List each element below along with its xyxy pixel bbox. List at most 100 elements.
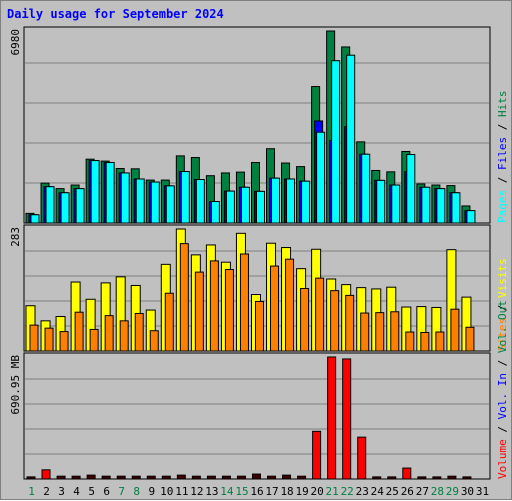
x-label-day-5: 5 [88,485,95,498]
bar-sites-day-14 [224,269,234,352]
bar-volume-day-18 [282,474,292,480]
bar-sites-day-27 [420,331,430,352]
x-label-day-27: 27 [416,485,429,498]
bar-sites-day-20 [315,277,325,352]
bar-pages-day-9 [150,181,160,224]
bar-sites-day-22 [345,294,355,352]
bar-pages-day-23 [361,153,371,224]
bar-sites-day-13 [209,260,219,352]
bar-sites-day-18 [285,258,295,352]
bar-sites-day-17 [270,265,280,352]
x-label-day-3: 3 [58,485,65,498]
bar-volume-day-14 [221,475,231,480]
legend-separator: / [496,170,509,190]
bar-sites-day-6 [104,315,114,352]
bar-volume-day-9 [146,475,156,480]
bar-volume-day-3 [56,475,66,480]
x-label-day-17: 17 [265,485,278,498]
legend-separator: / [496,117,509,137]
bar-volume-day-4 [71,475,81,480]
bar-volume-day-28 [432,476,442,480]
bar-sites-day-8 [134,312,144,352]
bar-pages-day-12 [195,179,205,224]
bar-pages-day-19 [301,180,311,224]
legend-separator: / [496,419,509,439]
bar-pages-day-7 [120,172,130,224]
bar-sites-day-7 [119,320,129,352]
chart-title: Daily usage for September 2024 [7,7,224,21]
bar-sites-day-12 [194,271,204,352]
bar-pages-day-10 [165,185,175,224]
bar-sites-day-5 [89,328,99,352]
y-max-label-hits-files-pages: 6980 [9,29,22,56]
bar-sites-day-26 [405,331,415,352]
legend-visits: Visits [496,258,509,298]
bar-volume-day-24 [372,476,382,480]
bar-volume-day-22 [342,358,352,480]
bar-sites-day-15 [239,253,249,352]
bar-volume-day-29 [447,475,457,480]
bar-sites-day-24 [375,312,385,352]
bar-pages-day-5 [90,160,100,224]
legend-pages: Pages [496,190,509,223]
x-label-day-14: 14 [220,485,234,498]
bar-sites-day-25 [390,311,400,352]
bar-sites-day-9 [149,330,159,352]
bar-volume-day-11 [176,474,186,480]
bar-sites-day-23 [360,312,370,352]
bar-volume-day-13 [206,475,216,480]
x-label-day-1: 1 [28,485,35,498]
legend-files: Files [496,137,509,170]
bar-pages-day-1 [30,214,40,224]
bar-pages-day-11 [180,171,190,224]
legend-vol-out: Vol. Out [496,300,509,353]
bar-volume-day-26 [402,467,412,480]
bar-pages-day-30 [466,210,476,224]
bar-sites-day-2 [44,327,54,352]
bar-pages-day-13 [210,201,220,224]
bar-sites-day-21 [330,290,340,352]
x-label-day-12: 12 [190,485,203,498]
x-label-day-29: 29 [446,485,459,498]
bar-volume-day-16 [251,473,261,480]
bar-volume-day-12 [191,475,201,480]
bar-sites-day-4 [74,311,84,352]
bar-sites-day-10 [164,292,174,352]
bar-volume-day-25 [387,476,397,480]
x-label-day-16: 16 [250,485,263,498]
x-label-day-25: 25 [386,485,399,498]
x-label-day-11: 11 [175,485,188,498]
bar-volume-day-17 [267,475,277,480]
bar-volume-day-27 [417,476,427,480]
bar-pages-day-21 [331,60,341,224]
x-label-day-9: 9 [148,485,155,498]
bar-pages-day-28 [436,188,446,224]
x-label-day-28: 28 [431,485,444,498]
legend-sites: Sites [496,318,509,351]
x-label-day-31: 31 [476,485,489,498]
bar-pages-day-16 [255,190,265,224]
bar-pages-day-29 [451,192,461,224]
legend-separator: / [496,298,509,318]
bar-volume-day-19 [297,475,307,480]
x-label-day-30: 30 [461,485,474,498]
bar-volume-day-15 [236,475,246,480]
x-label-day-15: 15 [235,485,248,498]
legend-hits: Hits [496,91,509,118]
bar-sites-day-29 [450,308,460,352]
x-label-day-23: 23 [356,485,369,498]
x-label-day-21: 21 [326,485,339,498]
x-label-day-6: 6 [103,485,110,498]
bar-sites-day-11 [179,243,189,352]
bar-pages-day-8 [135,178,145,224]
x-label-day-18: 18 [280,485,293,498]
y-max-label-visits-sites: 283 [9,227,22,247]
x-label-day-8: 8 [133,485,140,498]
bar-sites-day-19 [300,287,310,352]
x-label-day-2: 2 [43,485,50,498]
bar-pages-day-15 [240,186,250,224]
bar-pages-day-3 [60,192,70,224]
bar-volume-day-5 [86,474,96,480]
